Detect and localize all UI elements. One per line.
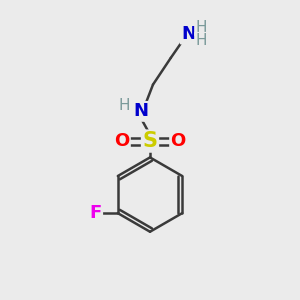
- Text: H: H: [195, 33, 207, 48]
- Text: N: N: [181, 25, 196, 43]
- Text: S: S: [142, 131, 158, 151]
- Text: O: O: [114, 132, 129, 150]
- Text: H: H: [195, 20, 207, 35]
- Text: O: O: [171, 132, 186, 150]
- Text: F: F: [89, 204, 102, 222]
- Text: H: H: [119, 98, 130, 113]
- Text: N: N: [134, 102, 148, 120]
